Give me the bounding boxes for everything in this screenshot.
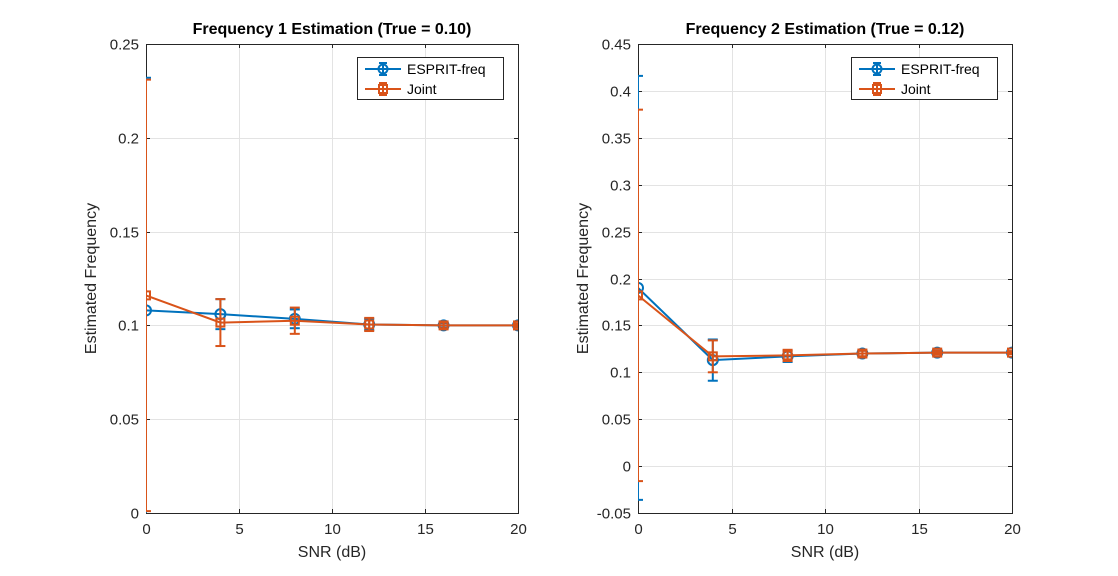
chart-title: Frequency 1 Estimation (True = 0.10)	[193, 21, 472, 38]
data-point-square	[857, 348, 868, 359]
series-group	[638, 74, 1012, 501]
y-tick-label: 0	[131, 506, 139, 523]
data-point-square	[638, 290, 643, 301]
y-axis-label: Estimated Frequency	[83, 203, 100, 354]
chart-title: Frequency 2 Estimation (True = 0.12)	[686, 21, 965, 38]
y-tick-label: 0.25	[110, 37, 139, 54]
subplot-1: 0 5 10 15 20 0 0.05 0.1 0.15 0.2 0.25 Frequency 1 E…	[83, 21, 527, 561]
x-tick-label: 20	[510, 521, 527, 538]
legend-label: ESPRIT-freq	[407, 61, 486, 77]
legend-marker-circle	[377, 63, 389, 75]
legend: ESPRIT-freq Joint	[851, 57, 998, 100]
legend-marker-circle	[871, 63, 883, 75]
series-group	[146, 76, 518, 513]
y-tick-label: 0.05	[110, 412, 139, 429]
x-tick-label: 5	[235, 521, 243, 538]
data-point-square	[1007, 347, 1012, 358]
legend-marker-square	[872, 84, 882, 94]
series-line-joint	[638, 294, 1012, 358]
y-tick-label: -0.05	[597, 506, 631, 523]
x-tick-label: 5	[728, 521, 736, 538]
data-point-square	[513, 320, 518, 331]
y-tick-label: 0.25	[602, 225, 631, 242]
x-axis-label: SNR (dB)	[791, 544, 859, 561]
y-tick-label: 0.05	[602, 412, 631, 429]
y-tick-label: 0	[623, 459, 631, 476]
y-axis-label: Estimated Frequency	[575, 203, 592, 354]
data-point-circle	[146, 304, 152, 317]
x-tick-label: 15	[911, 521, 928, 538]
legend-item: ESPRIT-freq	[365, 61, 486, 77]
legend-label: Joint	[407, 81, 437, 97]
data-point-square	[215, 317, 226, 328]
data-point-square	[289, 315, 300, 326]
series-line-joint	[146, 294, 518, 327]
data-point-square	[146, 290, 151, 301]
y-tick-label: 0.15	[602, 318, 631, 335]
x-tick-label: 0	[634, 521, 642, 538]
data-point-square	[782, 350, 793, 361]
y-tick-label: 0.2	[610, 272, 631, 289]
x-axis-label: SNR (dB)	[298, 544, 366, 561]
x-tick-label: 10	[324, 521, 341, 538]
legend-item: Joint	[365, 81, 437, 97]
data-point-square	[932, 347, 943, 358]
subplot-2: 0 5 10 15 20-0.0500.050.10.150.20.250.30.350…	[575, 21, 1021, 561]
y-tick-label: 0.2	[118, 131, 139, 148]
y-tick-label: 0.4	[610, 84, 631, 101]
x-tick-label: 0	[142, 521, 150, 538]
x-tick-label: 20	[1004, 521, 1021, 538]
legend: ESPRIT-freq Joint	[357, 57, 504, 100]
legend-item: ESPRIT-freq	[859, 61, 980, 77]
y-tick-label: 0.1	[118, 318, 139, 335]
y-tick-label: 0.35	[602, 131, 631, 148]
legend-item: Joint	[859, 81, 931, 97]
x-tick-label: 10	[817, 521, 834, 538]
data-point-square	[707, 351, 718, 362]
legend-label: ESPRIT-freq	[901, 61, 980, 77]
y-tick-label: 0.45	[602, 37, 631, 54]
legend-marker-square	[378, 84, 388, 94]
y-tick-label: 0.1	[610, 365, 631, 382]
x-tick-label: 15	[417, 521, 434, 538]
data-point-circle	[638, 281, 644, 294]
legend-label: Joint	[901, 81, 931, 97]
data-point-square	[438, 320, 449, 331]
y-tick-label: 0.3	[610, 178, 631, 195]
y-tick-label: 0.15	[110, 225, 139, 242]
data-point-square	[364, 319, 375, 330]
